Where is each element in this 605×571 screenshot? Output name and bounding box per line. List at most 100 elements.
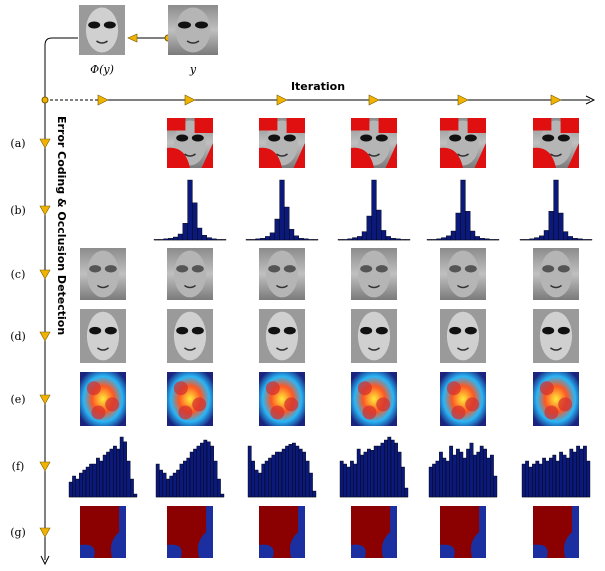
eye [360,327,372,335]
histogram-bar [432,464,435,497]
histogram-bar [461,180,466,240]
blob [270,406,284,420]
histogram-bar [292,443,295,497]
eye [465,265,477,272]
histogram-bar [180,464,183,497]
histogram-bar [170,476,173,497]
histogram-bar [272,455,275,497]
histogram-bar [204,440,207,497]
histogram-bar [530,239,535,240]
histogram-bar [587,461,590,497]
eye [360,265,372,272]
histogram-bar [436,461,439,497]
histogram-bar [475,236,480,240]
eye [376,135,388,142]
face [266,251,298,298]
eye [104,22,116,29]
eye [192,265,204,272]
histogram-bar [117,449,120,497]
image-mean [80,248,126,300]
histogram-bar [446,236,451,240]
histogram-bar [289,229,294,240]
node [42,97,48,103]
eye [284,327,296,335]
histogram-bar [376,210,381,240]
histogram-bar [164,239,169,240]
blob [376,397,390,411]
row-label: (g) [10,526,26,539]
histogram-bar [299,238,304,240]
histogram-bar [559,452,562,497]
histogram-bar [566,458,569,497]
figure: Φ(y) y Iteration Error Coding & Occlusio… [0,0,605,567]
image-occ [351,118,397,168]
histogram-bar [343,239,348,240]
histogram-bar [289,444,292,497]
histogram-bar [556,461,559,497]
histogram-bar [110,449,113,497]
image-mean [440,248,486,300]
histogram-bar [190,452,193,497]
image-heat [167,372,213,426]
histogram-bar [296,446,299,497]
histogram-bar [357,236,362,240]
face [174,251,206,298]
heat-bg [533,372,579,426]
blob [178,406,192,420]
image-mask [80,506,126,558]
histogram-bar [480,446,483,497]
histogram-bar [522,464,525,497]
histogram-bar [313,239,318,240]
histogram-bar [525,461,528,497]
histogram-bar [529,467,532,497]
histogram-bar [340,461,343,497]
row-label: (b) [10,204,26,217]
marker [277,95,287,105]
image-heat [533,372,579,426]
histogram-bar [251,461,254,497]
histogram-bar [578,239,583,240]
histogram-bar [192,203,197,240]
side-label: Error Coding & Occlusion Detection [55,116,68,335]
histogram-bar [221,494,224,497]
histogram-bar [123,442,126,497]
histogram-bar [268,458,271,497]
image-heat [440,372,486,426]
histogram-bar [568,236,573,240]
blob [362,406,376,420]
face [174,312,206,361]
heat-bg [351,372,397,426]
histogram-bar [453,455,456,497]
image-diff [533,309,579,363]
histogram-bar [354,464,357,497]
eye [558,327,570,335]
marker [98,95,108,105]
histogram-bar [394,443,397,497]
histogram-bar [168,238,173,240]
eye [360,135,372,142]
histogram-bar [441,238,446,240]
histogram-bar [388,437,391,497]
blob [558,397,572,411]
histogram-bar [460,452,463,497]
histogram-bar [72,476,75,497]
eye [88,22,100,29]
histogram-bar [398,452,401,497]
eye [558,265,570,272]
histogram-bar [275,452,278,497]
heat-bg [167,372,213,426]
histogram-bar [163,473,166,497]
histogram-bar [279,452,282,497]
marker [185,95,195,105]
histogram-bar [439,452,442,497]
heat-bg [259,372,305,426]
histogram-bar [221,239,226,240]
face [86,8,118,53]
eye [449,265,461,272]
histogram-bar [360,455,363,497]
histogram-bar [542,458,545,497]
histogram-bar [587,239,592,240]
eye [465,135,477,142]
histogram-bar [381,443,384,497]
histogram-bar [583,446,586,497]
